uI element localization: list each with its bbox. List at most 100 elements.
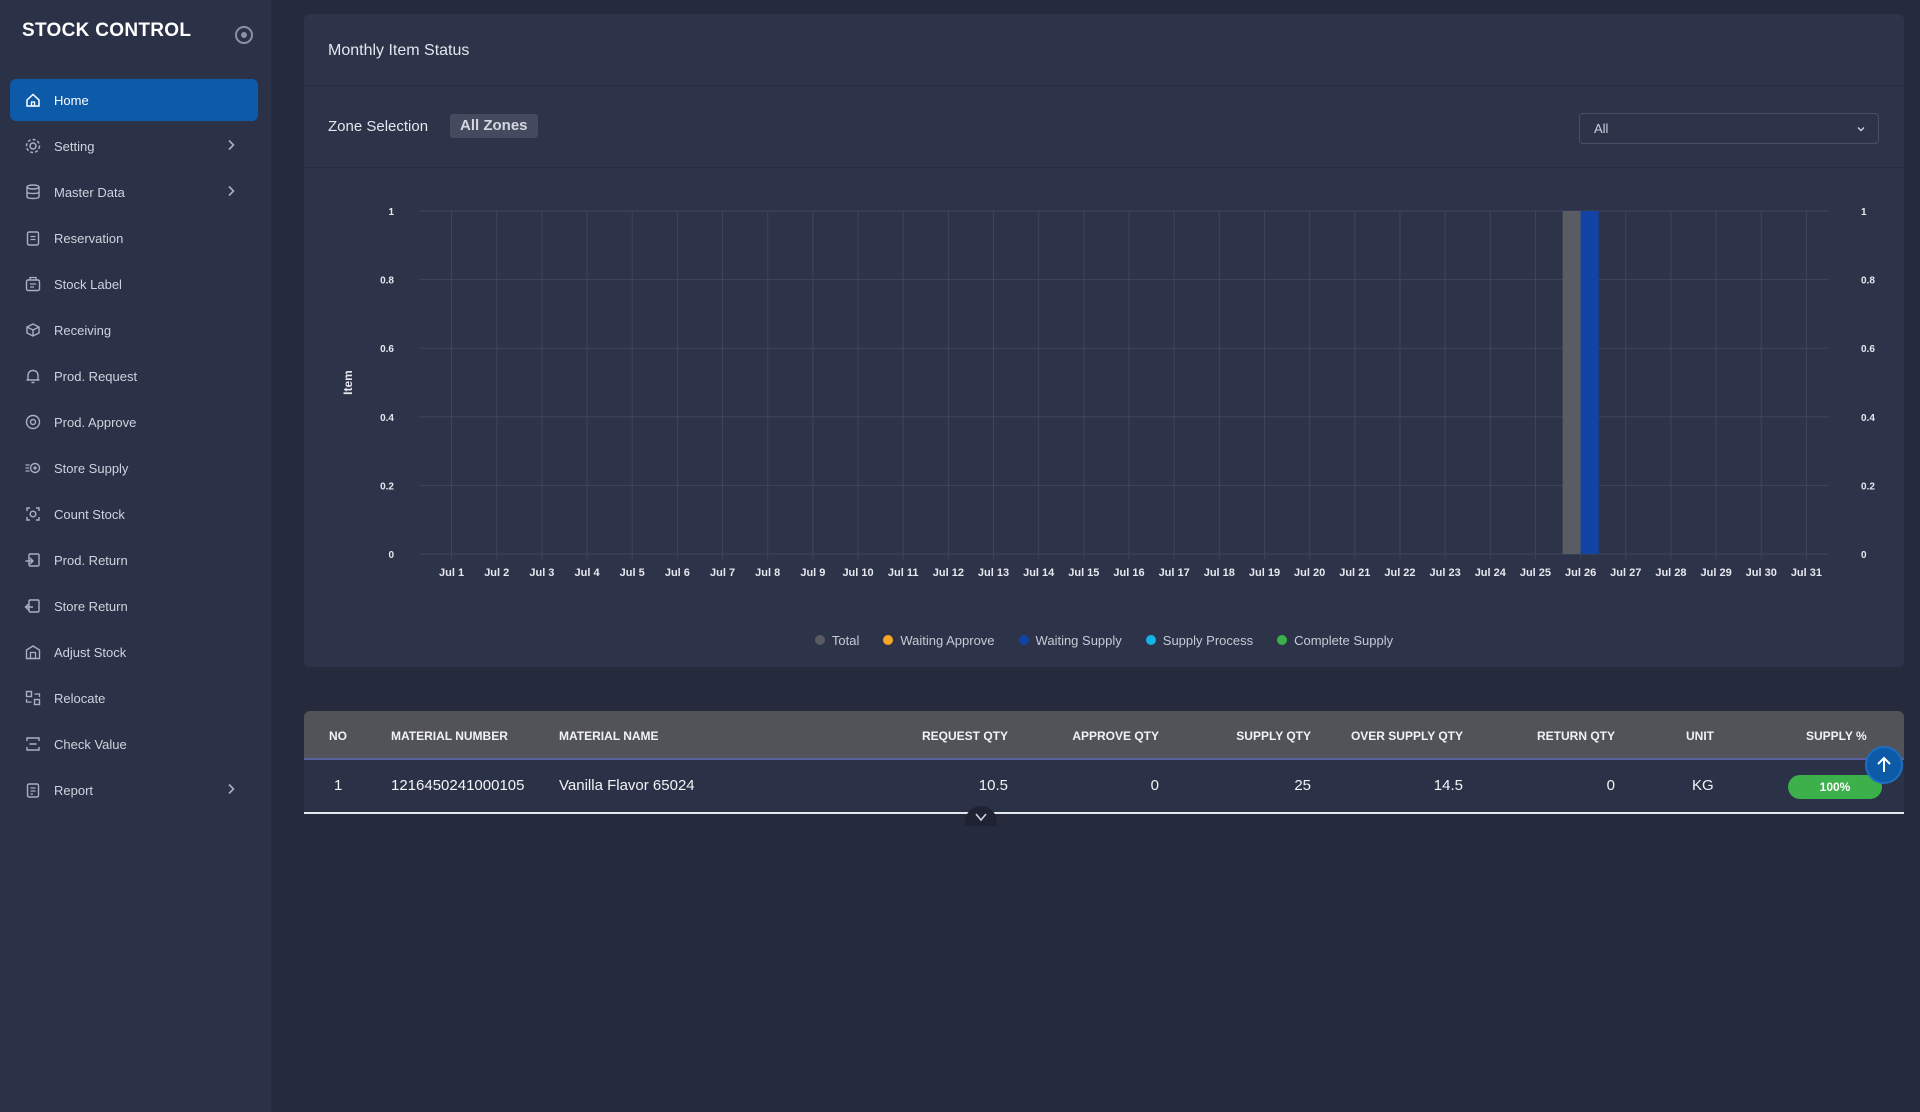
- return-in-icon: [24, 551, 42, 569]
- sidebar-item-prod-return[interactable]: Prod. Return: [10, 539, 258, 581]
- sidebar-item-label: Prod. Return: [54, 552, 128, 568]
- zone-select-dropdown[interactable]: All: [1579, 113, 1879, 144]
- x-tick-label: Jul 30: [1746, 567, 1777, 579]
- x-tick-label: Jul 29: [1701, 567, 1732, 579]
- sidebar-item-setting[interactable]: Setting: [10, 125, 258, 167]
- sidebar-item-check-value[interactable]: Check Value: [10, 723, 258, 765]
- monthly-item-chart: 0 0 0.2 0.2 0.4 0.4 0.6 0.6 0.8 0.8 1 1 Jul 1 Jul 2 Ju…: [341, 207, 1875, 579]
- app-title: STOCK CONTROL: [22, 20, 192, 41]
- cell-material-name: Vanilla Flavor 65024: [559, 777, 695, 794]
- x-tick-label: Jul 24: [1475, 567, 1507, 579]
- legend-dot: [883, 635, 894, 645]
- sidebar-item-label: Master Data: [54, 184, 125, 200]
- x-tick-label: Jul 15: [1068, 567, 1099, 579]
- sidebar-item-label: Prod. Request: [54, 368, 138, 384]
- chevron-down-icon: [1857, 127, 1865, 132]
- column-header-approve-qty[interactable]: APPROVE QTY: [1072, 729, 1159, 743]
- x-tick-label: Jul 14: [1023, 567, 1055, 579]
- column-header-no[interactable]: NO: [329, 729, 347, 743]
- sidebar-item-label: Store Return: [54, 598, 128, 614]
- y-right-tick-label: 0.2: [1861, 481, 1875, 492]
- sidebar-nav: Home Setting Master Data Reservation Stock L…: [10, 79, 258, 815]
- legend-item-total[interactable]: Total: [814, 630, 859, 650]
- y-tick-label: 0.6: [380, 344, 394, 355]
- cell-request-qty: 10.5: [978, 777, 1008, 794]
- y-right-tick-label: 0.6: [1861, 344, 1875, 355]
- check-value-icon: [24, 735, 42, 753]
- x-tick-label: Jul 10: [842, 567, 873, 579]
- column-header-material-number[interactable]: MATERIAL NUMBER: [391, 729, 508, 743]
- sidebar-item-count-stock[interactable]: Count Stock: [10, 493, 258, 535]
- chevron-down-icon: [975, 813, 987, 822]
- zone-selection-label: Zone Selection: [328, 118, 429, 135]
- x-tick-label: Jul 25: [1520, 567, 1551, 579]
- sidebar-item-master-data[interactable]: Master Data: [10, 171, 258, 213]
- legend-item-waiting-supply[interactable]: Waiting Supply: [1018, 630, 1122, 650]
- x-tick-label: Jul 1: [439, 567, 464, 579]
- legend-dot: [1277, 635, 1288, 645]
- column-header-return-qty[interactable]: RETURN QTY: [1537, 729, 1615, 743]
- sidebar: STOCK CONTROL Home Setting Master Data Rese…: [0, 0, 271, 1112]
- sidebar-item-label: Reservation: [54, 230, 124, 246]
- report-icon: [24, 781, 42, 799]
- zone-chip[interactable]: All Zones: [450, 114, 538, 138]
- x-tick-label: Jul 21: [1339, 567, 1370, 579]
- sidebar-item-receiving[interactable]: Receiving: [10, 309, 258, 351]
- x-tick-label: Jul 11: [888, 567, 919, 579]
- x-tick-label: Jul 23: [1430, 567, 1461, 579]
- scroll-to-top-button[interactable]: [1865, 746, 1903, 784]
- legend-item-supply-process[interactable]: Supply Process: [1145, 630, 1253, 650]
- sidebar-item-adjust-stock[interactable]: Adjust Stock: [10, 631, 258, 673]
- sidebar-item-reservation[interactable]: Reservation: [10, 217, 258, 259]
- sidebar-item-store-return[interactable]: Store Return: [10, 585, 258, 627]
- sidebar-item-home[interactable]: Home: [10, 79, 258, 121]
- cell-unit: KG: [1692, 777, 1714, 794]
- sidebar-item-label: Report: [54, 782, 94, 798]
- expand-row-button[interactable]: [965, 806, 997, 826]
- sidebar-item-stock-label[interactable]: Stock Label: [10, 263, 258, 305]
- column-header-unit[interactable]: UNIT: [1686, 729, 1714, 743]
- legend-label: Waiting Approve: [900, 632, 995, 648]
- x-tick-label: Jul 3: [529, 567, 554, 579]
- sidebar-item-label: Receiving: [54, 322, 112, 338]
- sidebar-toggle-icon[interactable]: [235, 26, 253, 44]
- bell-icon: [24, 367, 42, 385]
- sidebar-item-prod-request[interactable]: Prod. Request: [10, 355, 258, 397]
- x-tick-label: Jul 9: [800, 567, 825, 579]
- y-tick-label: 0: [388, 550, 394, 561]
- x-tick-label: Jul 2: [484, 567, 509, 579]
- database-icon: [24, 183, 42, 201]
- legend-item-complete-supply[interactable]: Complete Supply: [1277, 630, 1393, 650]
- sidebar-item-store-supply[interactable]: Store Supply: [10, 447, 258, 489]
- x-tick-label: Jul 7: [710, 567, 735, 579]
- column-header-material-name[interactable]: MATERIAL NAME: [559, 729, 659, 743]
- sidebar-item-prod-approve[interactable]: Prod. Approve: [10, 401, 258, 443]
- x-tick-label: Jul 19: [1249, 567, 1280, 579]
- cell-supply-qty: 25: [1294, 777, 1311, 794]
- x-tick-label: Jul 16: [1113, 567, 1144, 579]
- material-table: NO MATERIAL NUMBER MATERIAL NAME REQUEST QT…: [304, 711, 1904, 814]
- x-tick-label: Jul 20: [1294, 567, 1325, 579]
- legend-item-waiting-approve[interactable]: Waiting Approve: [883, 630, 995, 650]
- sidebar-item-relocate[interactable]: Relocate: [10, 677, 258, 719]
- y-tick-label: 0.2: [380, 481, 394, 492]
- chevron-right-icon: [228, 783, 235, 795]
- bar-total: [1562, 211, 1581, 554]
- table-row[interactable]: 1 1216450241000105 Vanilla Flavor 65024 10.…: [304, 760, 1904, 814]
- y-tick-label: 0.8: [380, 276, 394, 287]
- x-tick-label: Jul 28: [1655, 567, 1686, 579]
- cell-return-qty: 0: [1606, 777, 1615, 794]
- column-header-over-supply-qty[interactable]: OVER SUPPLY QTY: [1350, 729, 1463, 743]
- column-header-request-qty[interactable]: REQUEST QTY: [921, 729, 1008, 743]
- label-icon: [24, 275, 42, 293]
- sidebar-item-label: Stock Label: [54, 276, 122, 292]
- column-header-supply-qty[interactable]: SUPPLY QTY: [1236, 729, 1311, 743]
- y-right-tick-label: 0.4: [1861, 413, 1875, 424]
- column-header-supply[interactable]: SUPPLY %: [1806, 729, 1867, 743]
- y-tick-label: 0.4: [380, 413, 394, 424]
- sidebar-item-label: Relocate: [54, 690, 106, 706]
- y-right-tick-label: 1: [1861, 207, 1867, 218]
- monthly-item-status-card: Monthly Item Status Zone Selection All Z…: [304, 14, 1904, 667]
- sidebar-item-label: Setting: [54, 138, 95, 154]
- sidebar-item-report[interactable]: Report: [10, 769, 258, 811]
